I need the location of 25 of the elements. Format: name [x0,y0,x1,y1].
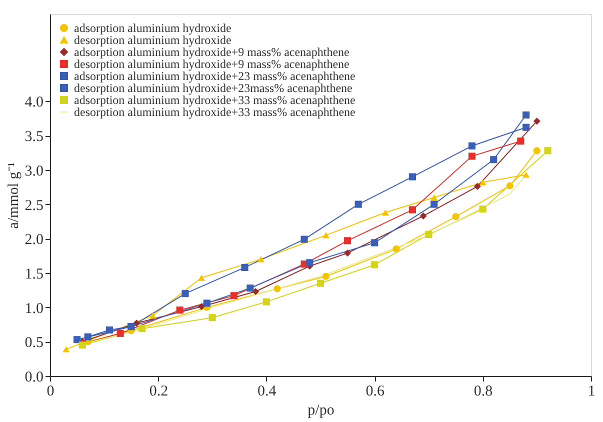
x-tick-label: 0.6 [366,384,385,400]
legend-label: adsorption aluminium hydroxide+33 mass% acenaphthene [74,93,356,107]
y-tick-label: 1.5 [24,266,44,282]
legend-label: desorption aluminium hydroxide+23mass% acenaphthene [74,81,352,95]
legend-label: desorption aluminium hydroxide+33 mass% acenaphthene [74,105,356,119]
y-tick-label: 3.5 [24,129,44,146]
y-tick-label: 0.5 [24,335,44,352]
legend-label: adsorption aluminium hydroxide+9 mass% acenaphthene [74,45,350,59]
x-tick-label: 0 [46,384,54,400]
x-tick-label: 0.8 [474,384,493,400]
y-tick-label: 2.5 [24,198,44,214]
legend-label: desorption aluminium hydroxide [74,33,232,47]
x-tick-label: 0.2 [149,384,168,400]
y-tick-label: 0.0 [24,370,44,386]
y-tick-label: 1.0 [24,300,44,317]
legend-label: adsorption aluminium hydroxide+23 mass% acenaphthene [74,69,356,83]
y-tick-label: 2.0 [24,232,44,248]
y-axis-title: a/mmol g⁻¹ [6,162,22,229]
x-tick-label: 1 [588,384,596,400]
y-tick-label: 3.0 [24,163,44,180]
x-axis-title: p/po [308,402,334,418]
y-tick-label: 4.0 [24,94,44,111]
x-tick-label: 0.4 [258,384,277,400]
legend-label: adsorption aluminium hydroxide [74,21,232,35]
legend-label: desorption aluminium hydroxide+9 mass% acenaphthene [74,57,350,71]
